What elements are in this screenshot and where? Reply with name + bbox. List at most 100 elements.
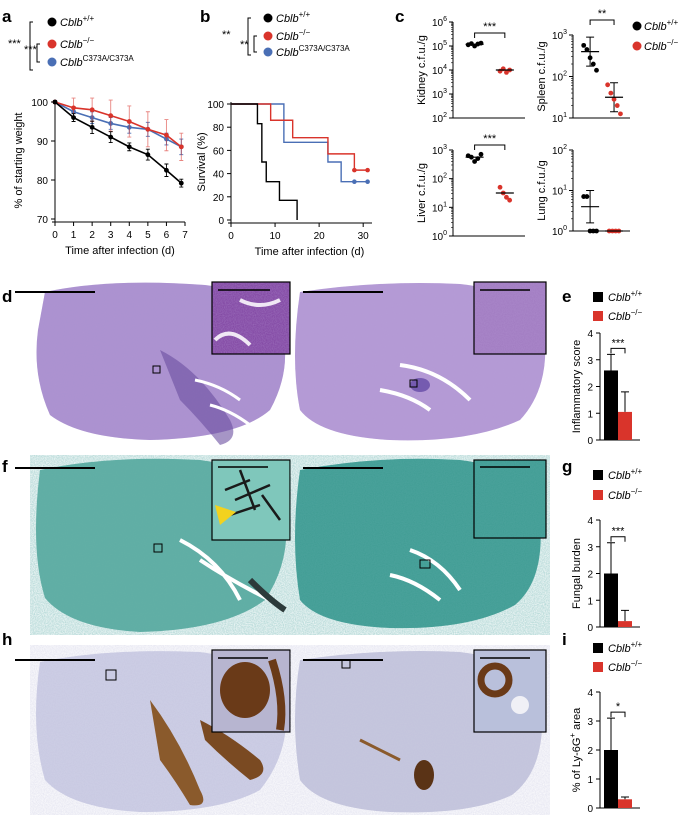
- ytick-exp-c-liver: 0: [443, 230, 447, 237]
- panel-letter-c: c: [395, 7, 404, 26]
- chart-i: 0 1 2 3 4 % of Ly-6G+ area *: [568, 688, 640, 815]
- point-wt: [52, 99, 58, 105]
- point-c-spleen-ko: [611, 96, 617, 102]
- point-wt: [145, 152, 151, 158]
- legend-c-ko-label: Cblb−/−: [644, 38, 679, 53]
- errorbar-g-ko: [621, 609, 629, 622]
- errorbar-i-wt: [607, 717, 615, 750]
- ytick-label-a: 100: [31, 98, 48, 109]
- panel-letter-f: f: [2, 457, 8, 476]
- ytick-label-e: 0: [587, 436, 593, 447]
- point-c-spleen-ko: [618, 111, 623, 117]
- point-c-lung-wt: [594, 228, 599, 234]
- bar-e-ko: [618, 411, 632, 440]
- point-c-spleen-ko: [614, 103, 620, 108]
- ytick-exp-c-kidney: 3: [443, 88, 447, 95]
- legend-b-wt-label: Cblb+/+: [276, 10, 311, 25]
- ytick-exp-c-lung: 1: [563, 185, 567, 192]
- ytick-label-g: 4: [587, 516, 593, 527]
- point-c-liver-ko: [507, 197, 513, 203]
- ytick-label-i: 0: [587, 804, 593, 815]
- inset-gms-ko: [473, 459, 547, 539]
- inset-pas-wt: [211, 281, 291, 355]
- series-line-ko: [54, 101, 182, 148]
- sig-a-2: ***: [24, 44, 38, 56]
- panel-letter-d: d: [2, 287, 12, 306]
- sig-bracket-c-spleen: [589, 19, 615, 25]
- bar-i-ko: [618, 799, 632, 808]
- sig-label-c-spleen: **: [598, 8, 607, 20]
- legend-b: ** ** Cblb+/+ Cblb−/− CblbC373A/C373A: [222, 10, 350, 59]
- legend-i-wt-label: Cblb+/+: [608, 640, 643, 655]
- ytick-label-c-kidney: 104: [432, 64, 447, 77]
- legend-c: Cblb+/+ Cblb−/−: [632, 18, 679, 53]
- legend-a-ko-marker: [47, 39, 57, 49]
- ytick-label-c-spleen: 103: [552, 29, 567, 42]
- legend-a-ko-label: Cblb−/−: [60, 36, 95, 51]
- ytick-label-c-lung: 100: [552, 225, 567, 238]
- ytick-label-e: 2: [587, 383, 593, 394]
- ytick-label-c-lung: 102: [552, 144, 567, 157]
- point-c-liver-ko: [497, 184, 503, 190]
- ytick-label-g: 0: [587, 623, 593, 634]
- errorbar-g-wt: [607, 542, 615, 574]
- point-c-liver-wt: [478, 151, 484, 157]
- chart-b: 0 20 40 60 80 100 0 10 20 30 Time after infection …: [196, 100, 372, 258]
- bar-g-wt: [604, 573, 618, 627]
- ytick-label-g: 3: [587, 543, 593, 554]
- legend-i-wt-swatch: [593, 643, 603, 653]
- legend-i-ko-label: Cblb−/−: [608, 659, 643, 674]
- legend-i: Cblb+/+ Cblb−/−: [593, 640, 643, 674]
- ytick-base-c-kidney: 10: [432, 42, 444, 53]
- xtick-label-b: 10: [270, 231, 282, 242]
- ytick-label-c-kidney: 106: [432, 16, 447, 29]
- ytick-exp-c-spleen: 3: [563, 29, 567, 36]
- ytick-base-c-spleen: 10: [552, 114, 564, 125]
- panel-letter-a: a: [2, 7, 12, 26]
- ylabel-c-lung: Lung c.f.u./g: [536, 160, 548, 221]
- ytick-label-i: 1: [587, 775, 593, 786]
- legend-b-ko-label: Cblb−/−: [276, 28, 311, 43]
- ytick-exp-c-kidney: 4: [443, 64, 447, 71]
- ytick-base-c-lung: 10: [552, 187, 564, 198]
- legend-a-mut-label: CblbC373A/C373A: [60, 54, 134, 69]
- censor-point-ko: [352, 167, 357, 173]
- sig-bracket-c-kidney: [474, 32, 506, 38]
- ylabel-i: % of Ly-6G+ area: [568, 707, 583, 792]
- panel-letter-g: g: [562, 457, 572, 476]
- panel-letter-b: b: [200, 7, 210, 26]
- ytick-base-c-spleen: 10: [552, 73, 564, 84]
- legend-b-mut-label: CblbC373A/C373A: [276, 44, 350, 59]
- ytick-exp-c-spleen: 2: [563, 71, 567, 78]
- legend-c-wt-label: Cblb+/+: [644, 18, 679, 33]
- legend-c-wt-marker: [632, 21, 642, 31]
- legend-a-mut-marker: [47, 57, 57, 67]
- sig-bracket-g: [610, 536, 626, 542]
- ytick-label-e: 4: [587, 329, 593, 340]
- ylabel-c-liver: Liver c.f.u./g: [416, 163, 428, 223]
- xtick-label-a: 3: [108, 230, 114, 241]
- ylabel-c-kidney: Kidney c.f.u./g: [416, 35, 428, 105]
- point-ko: [71, 105, 76, 111]
- survival-line-ko: [231, 103, 368, 171]
- xtick-label-a: 2: [89, 230, 95, 241]
- legend-i-ko-swatch: [593, 662, 603, 672]
- sig-label-g: ***: [612, 526, 626, 538]
- legend-b-mut-marker: [263, 47, 273, 57]
- errorbar-e-ko: [621, 391, 629, 412]
- xtick-label-a: 7: [182, 230, 188, 241]
- ytick-label-c-spleen: 101: [552, 112, 567, 125]
- legend-c-ko-marker: [632, 41, 642, 51]
- point-ko: [145, 126, 151, 132]
- errorbar-i-ko: [621, 796, 629, 800]
- xtick-label-b: 30: [358, 231, 370, 242]
- legend-e-wt-label: Cblb+/+: [608, 289, 643, 304]
- point-c-spleen-ko: [608, 90, 614, 96]
- ytick-label-a: 90: [37, 137, 49, 148]
- ylabel-e: Inflammatory score: [571, 340, 583, 434]
- xtick-label-a: 1: [71, 230, 77, 241]
- legend-g-wt-label: Cblb+/+: [608, 467, 643, 482]
